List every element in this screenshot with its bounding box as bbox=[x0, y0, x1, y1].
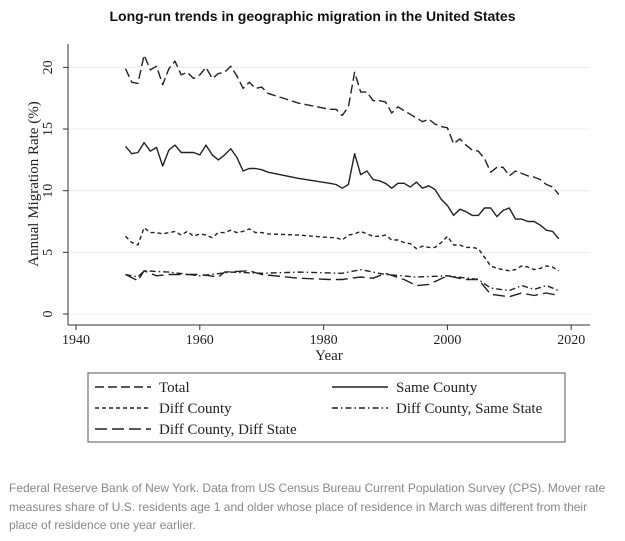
series-line-diff-county bbox=[125, 226, 560, 272]
series-line-same-county bbox=[124, 141, 560, 240]
x-axis-label: Year bbox=[315, 348, 343, 364]
x-tick-label: 1960 bbox=[186, 333, 214, 348]
legend-label: Diff County bbox=[159, 401, 232, 417]
x-tick-label: 1980 bbox=[310, 333, 338, 348]
caption: Federal Reserve Bank of New York. Data f… bbox=[9, 481, 606, 532]
y-tick-label: 0 bbox=[41, 311, 56, 318]
y-axis-label: Annual Migration Rate (%) bbox=[26, 101, 42, 266]
y-tick-label: 15 bbox=[41, 122, 56, 136]
x-tick-label: 2000 bbox=[433, 333, 461, 348]
y-tick-label: 10 bbox=[41, 184, 56, 198]
legend bbox=[87, 372, 566, 443]
legend-label: Total bbox=[159, 380, 190, 396]
chart: 0 5 10 15 20 1940 1960 1980 2000 2020 Year Annual M… bbox=[26, 44, 590, 443]
y-tick-label: 5 bbox=[41, 249, 56, 256]
x-tick-label: 1940 bbox=[62, 333, 90, 348]
series-line-diff-county-diff-state bbox=[125, 270, 559, 298]
x-tick-label: 2020 bbox=[557, 333, 585, 348]
legend-label: Same County bbox=[396, 380, 478, 396]
legend-label: Diff County, Same State bbox=[396, 401, 543, 417]
series-line-total bbox=[124, 54, 560, 195]
y-tick-label: 20 bbox=[41, 60, 56, 74]
legend-label: Diff County, Diff State bbox=[159, 422, 297, 438]
chart-title: Long-run trends in geographic migration … bbox=[109, 8, 516, 24]
